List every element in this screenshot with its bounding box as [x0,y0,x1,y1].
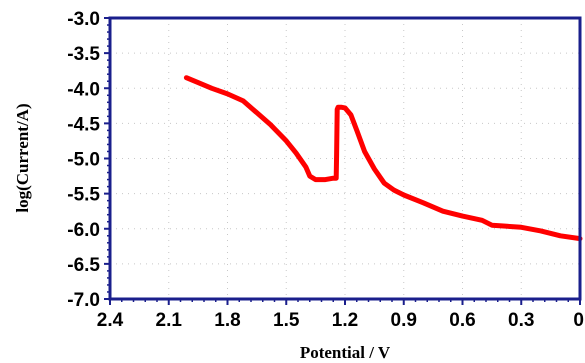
y-tick-label: -3.0 [67,9,100,30]
y-tick-labels: -3.0 -3.5 -4.0 -4.5 -5.0 -5.5 -6.0 -6.5 -7.0 [67,9,100,311]
y-axis-label: log(Current/A) [13,103,32,212]
y-tick-label: -4.0 [67,79,100,100]
x-tick-label: 0.3 [508,310,534,331]
y-tick-label: -4.5 [67,114,100,135]
grid [110,18,580,299]
x-tick-labels: 2.4 2.1 1.8 1.5 1.2 0.9 0.6 0.3 0 [97,310,584,331]
x-axis-label: Potential / V [300,343,391,362]
y-tick-label: -3.5 [67,44,100,65]
x-tick-label: 2.4 [97,310,124,331]
x-tick-label: 0.6 [449,310,475,331]
y-tick-label: -5.0 [67,150,100,171]
data-series-line [183,75,583,242]
x-tick-label: 0.9 [391,310,417,331]
ticks [104,17,581,305]
y-tick-label: -7.0 [67,290,100,311]
x-tick-label: 0 [573,310,584,331]
series-layer [183,75,583,242]
y-tick-label: -6.5 [67,255,100,276]
x-tick-label: 1.8 [214,310,240,331]
y-tick-label: -6.0 [67,220,100,241]
x-tick-label: 1.2 [332,310,358,331]
y-tick-label: -5.5 [67,185,100,206]
x-tick-label: 2.1 [156,310,183,331]
x-tick-label: 1.5 [273,310,300,331]
